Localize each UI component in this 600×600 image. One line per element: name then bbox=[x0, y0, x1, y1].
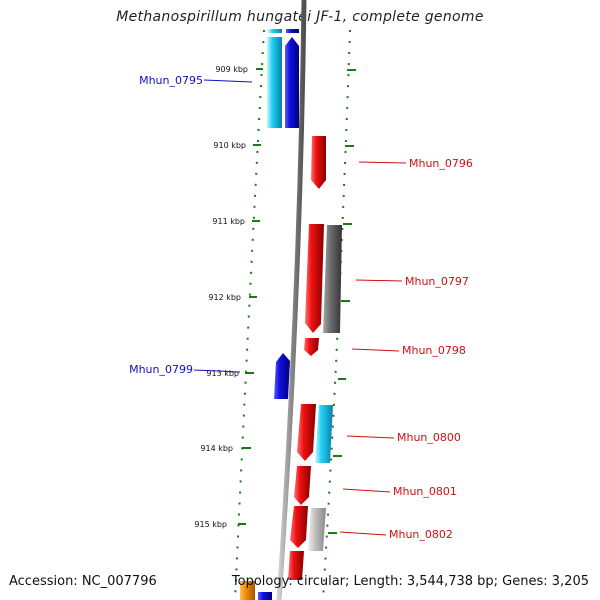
gene-arrow-minus[interactable] bbox=[294, 466, 311, 505]
other-feature[interactable] bbox=[308, 508, 326, 551]
accession-label: Accession: NC_007796 bbox=[9, 574, 157, 589]
map-title: Methanospirillum hungatei JF-1, complete… bbox=[116, 9, 484, 25]
orange-feature[interactable] bbox=[240, 581, 255, 600]
feature-track bbox=[240, 29, 342, 600]
gene-arrow-minus[interactable] bbox=[288, 551, 304, 580]
gene-arrow-plus[interactable] bbox=[274, 353, 290, 399]
rna-feature[interactable] bbox=[268, 29, 282, 33]
gene-label[interactable]: Mhun_0795 bbox=[139, 74, 203, 87]
genome-backbone bbox=[276, 0, 307, 600]
gene-arrow-minus[interactable] bbox=[304, 338, 319, 356]
gene-label[interactable]: Mhun_0801 bbox=[393, 485, 457, 498]
gene-arrow-plus[interactable] bbox=[258, 592, 272, 600]
label-leaders bbox=[193, 79, 407, 536]
gene-label[interactable]: Mhun_0799 bbox=[129, 363, 193, 376]
gene-arrow-minus[interactable] bbox=[305, 224, 324, 333]
gene-arrow-plus[interactable] bbox=[285, 37, 299, 128]
label-leader bbox=[355, 279, 403, 282]
rna-feature[interactable] bbox=[267, 37, 282, 128]
pseudo-feature[interactable] bbox=[323, 225, 342, 333]
label-leader bbox=[339, 531, 387, 536]
gene-label[interactable]: Mhun_0797 bbox=[405, 275, 469, 288]
gene-label[interactable]: Mhun_0796 bbox=[409, 157, 473, 170]
label-leader bbox=[193, 369, 241, 373]
gene-arrow-plus[interactable] bbox=[286, 29, 299, 33]
label-leader bbox=[203, 79, 253, 83]
gene-arrow-minus[interactable] bbox=[290, 506, 308, 548]
label-leader bbox=[358, 161, 407, 164]
label-leader bbox=[346, 435, 395, 439]
tick-label: 913 kbp bbox=[206, 369, 239, 378]
gene-arrow-minus[interactable] bbox=[297, 404, 316, 461]
tick-label: 912 kbp bbox=[208, 293, 241, 302]
gene-arrow-minus[interactable] bbox=[311, 136, 326, 189]
gene-labels: Mhun_0795 Mhun_0796 Mhun_0797 Mhun_0798 … bbox=[129, 74, 473, 541]
tick-label: 915 kbp bbox=[194, 520, 227, 529]
gene-label[interactable]: Mhun_0802 bbox=[389, 528, 453, 541]
tick-label: 910 kbp bbox=[213, 141, 246, 150]
topology-label: Topology: circular; Length: 3,544,738 bp… bbox=[231, 574, 589, 589]
label-leader bbox=[342, 488, 391, 493]
tick-label: 911 kbp bbox=[212, 217, 245, 226]
rna-feature[interactable] bbox=[315, 405, 333, 463]
gene-label[interactable]: Mhun_0798 bbox=[402, 344, 466, 357]
label-leader bbox=[351, 348, 400, 352]
tick-group: 909 kbp 910 kbp 911 kbp 912 kbp 913 kbp … bbox=[194, 65, 356, 534]
outer-ring-left bbox=[234, 29, 265, 600]
tick-label: 909 kbp bbox=[215, 65, 248, 74]
tick-label: 914 kbp bbox=[200, 444, 233, 453]
gene-label[interactable]: Mhun_0800 bbox=[397, 431, 461, 444]
